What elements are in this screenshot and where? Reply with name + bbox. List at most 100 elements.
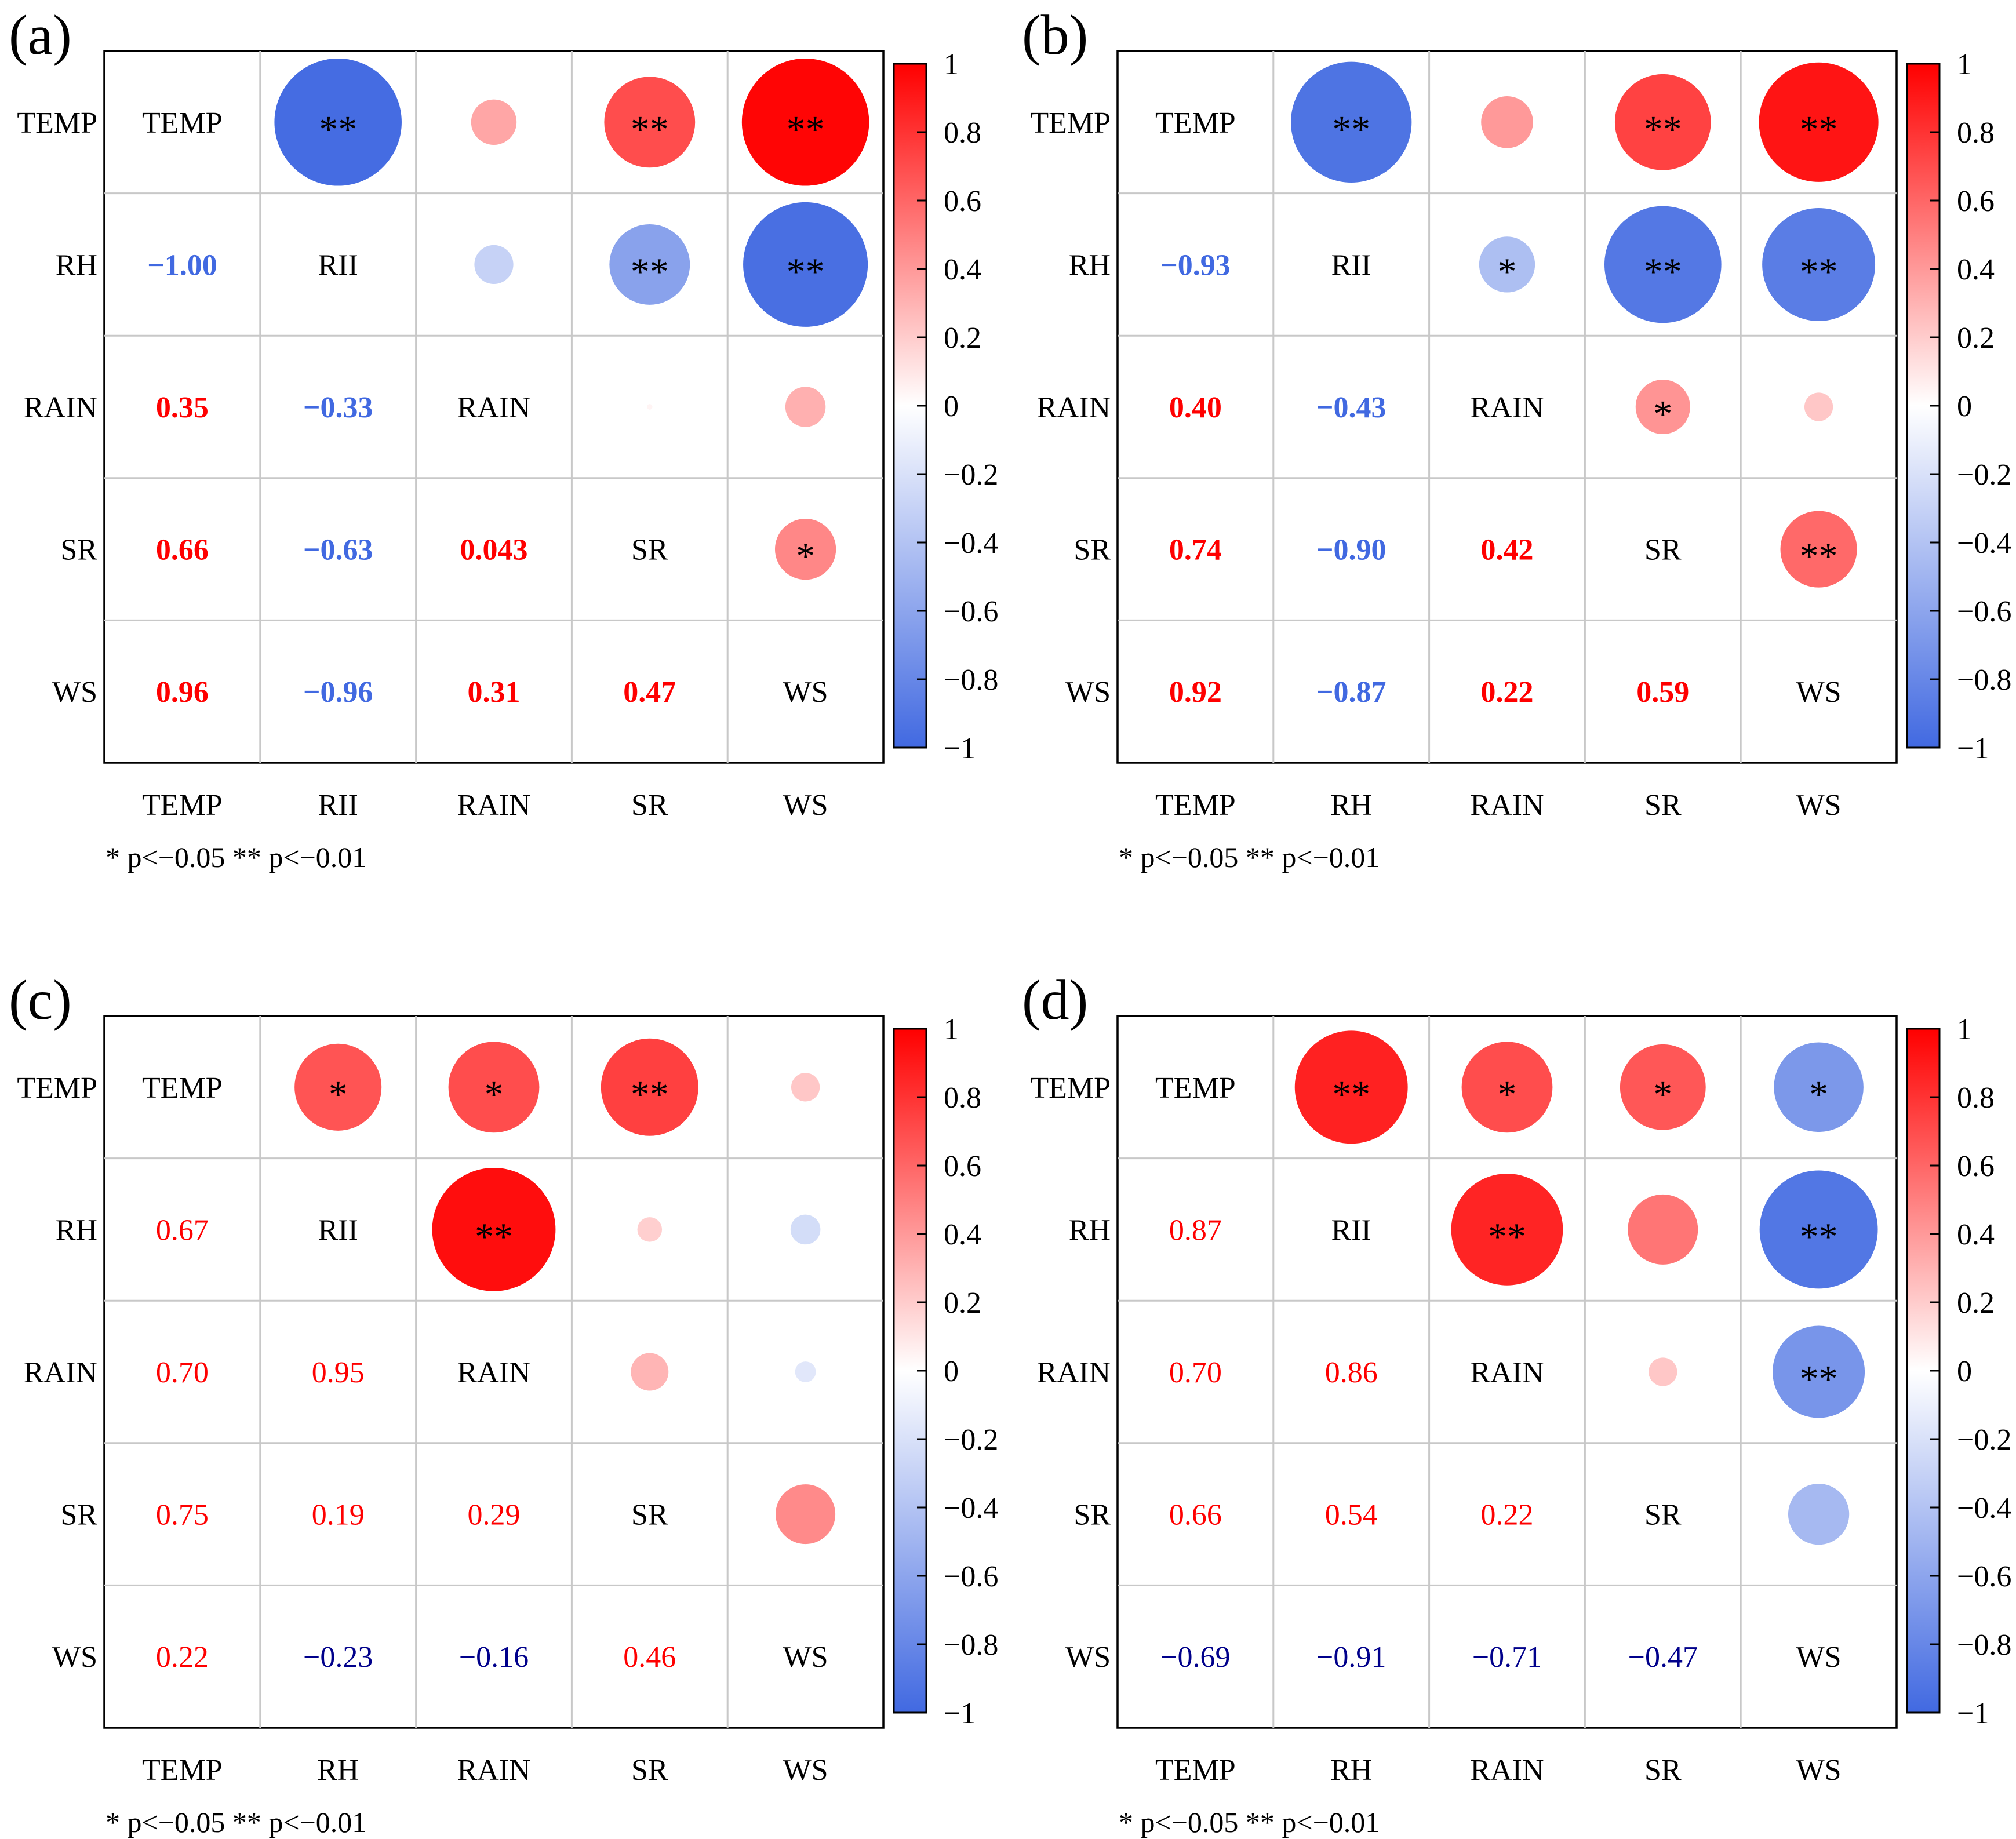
diagonal-label: RAIN — [457, 391, 530, 424]
correlation-circle — [791, 1073, 820, 1102]
colorbar-tick-label: 0 — [1957, 390, 1972, 423]
col-label: WS — [1796, 1754, 1842, 1787]
correlation-circle — [1614, 74, 1711, 170]
correlation-circle — [776, 1484, 836, 1545]
significance-marker: * — [329, 1073, 348, 1116]
correlation-value: −0.87 — [1316, 676, 1387, 709]
correlation-value: 0.87 — [1169, 1214, 1222, 1247]
correlation-value: −0.69 — [1160, 1641, 1230, 1674]
diagonal-label: SR — [1644, 534, 1682, 567]
colorbar-tick-label: −0.8 — [1957, 664, 2011, 697]
row-label-ws: WS — [52, 676, 97, 709]
colorbar-tick-label: −0.2 — [1957, 458, 2011, 491]
correlation-value: 0.22 — [1481, 676, 1534, 709]
col-label: RII — [318, 789, 358, 822]
correlation-circle — [1620, 1044, 1706, 1130]
col-label: RAIN — [1470, 1754, 1544, 1787]
diagonal-label: RAIN — [1470, 391, 1544, 424]
correlation-value: −0.90 — [1316, 534, 1387, 567]
colorbar-tick-label: −0.2 — [1957, 1423, 2011, 1456]
panel-b: (b) TEMP RH RAIN SR WS TEMP RH RAIN SR WS * p<−0.05… — [1022, 4, 2011, 873]
correlation-circle — [1604, 206, 1722, 323]
correlation-circle — [631, 1353, 669, 1391]
correlation-circle — [1804, 392, 1833, 421]
significance-marker: ** — [631, 250, 669, 293]
correlation-circle — [741, 59, 869, 186]
col-label: SR — [1644, 1754, 1682, 1787]
diagonal-label: WS — [1796, 676, 1842, 709]
colorbar-tick-label: 0.6 — [944, 185, 981, 218]
correlation-circle — [471, 99, 517, 145]
row-label-rain: RAIN — [1037, 391, 1111, 424]
colorbar-tick-label: −0.6 — [944, 595, 998, 628]
colorbar-tick-label: −0.4 — [1957, 1492, 2011, 1525]
correlation-circle — [1291, 61, 1412, 183]
panel-label: (b) — [1022, 4, 1088, 67]
row-label-temp: TEMP — [1030, 107, 1111, 140]
panel-label: (c) — [9, 969, 72, 1032]
colorbar-tick-label: 0.8 — [944, 116, 981, 150]
significance-marker: ** — [1488, 1215, 1526, 1258]
col-label: RAIN — [1470, 789, 1544, 822]
colorbar-tick-label: 0.4 — [1957, 1218, 1995, 1251]
diagonal-label: TEMP — [1155, 1072, 1236, 1105]
diagonal-label: RII — [318, 249, 358, 282]
colorbar-tick-label: 0 — [1957, 1355, 1972, 1388]
correlation-circle — [1481, 96, 1533, 148]
col-label: WS — [783, 1754, 828, 1787]
row-label-rh: RH — [56, 1214, 97, 1247]
correlation-value: −1.00 — [147, 249, 217, 282]
colorbar-tick-label: −0.6 — [1957, 1560, 2011, 1593]
row-label-rh: RH — [1069, 249, 1111, 282]
row-label-sr: SR — [1073, 1499, 1111, 1532]
correlation-value: 0.19 — [312, 1499, 365, 1532]
grid-frame — [103, 1015, 885, 1729]
colorbar-tick-label: 1 — [944, 1013, 959, 1046]
diagonal-label: RII — [318, 1214, 358, 1247]
colorbar-tick-label: 0.6 — [944, 1150, 981, 1183]
col-label: TEMP — [1155, 1754, 1236, 1787]
significance-marker: ** — [631, 1073, 669, 1116]
significance-marker: ** — [1644, 108, 1682, 151]
panel-label: (d) — [1022, 969, 1088, 1032]
panel-label: (a) — [9, 4, 72, 67]
col-label: TEMP — [142, 789, 223, 822]
significance-marker: ** — [787, 108, 825, 151]
diagonal-label: TEMP — [142, 1072, 223, 1105]
significance-marker: * — [1809, 1073, 1828, 1116]
correlation-circle — [474, 245, 514, 284]
grid-frame — [1116, 50, 1898, 764]
correlation-circle — [1759, 62, 1879, 182]
significance-note: * p<−0.05 ** p<−0.01 — [1119, 841, 1380, 873]
correlation-value: 0.47 — [623, 676, 676, 709]
diagonal-label: SR — [631, 1499, 668, 1532]
colorbar-tick-label: 0.6 — [1957, 1150, 1995, 1183]
correlation-value: 0.75 — [156, 1499, 209, 1532]
correlation-value: 0.35 — [156, 391, 209, 424]
colorbar-tick-label: −0.8 — [944, 664, 998, 697]
colorbar-tick-label: −0.6 — [1957, 595, 2011, 628]
correlation-value: 0.29 — [468, 1499, 521, 1532]
colorbar-tick-label: −0.8 — [1957, 1629, 2011, 1662]
col-label: RH — [1330, 789, 1372, 822]
correlation-circle — [1479, 236, 1535, 293]
row-label-rain: RAIN — [1037, 1356, 1111, 1389]
significance-marker: ** — [631, 108, 669, 151]
colorbar-tick-label: 1 — [944, 48, 959, 81]
correlation-value: −0.47 — [1628, 1641, 1698, 1674]
diagonal-label: RAIN — [1470, 1356, 1544, 1389]
correlation-circle — [609, 224, 690, 305]
row-label-temp: TEMP — [17, 107, 97, 140]
correlation-circle — [1773, 1325, 1865, 1418]
correlation-value: 0.92 — [1169, 676, 1222, 709]
significance-marker: * — [1653, 1073, 1672, 1116]
correlation-value: 0.46 — [623, 1641, 676, 1674]
correlation-circle — [448, 1042, 540, 1133]
row-label-ws: WS — [52, 1641, 97, 1674]
correlation-circle — [785, 387, 826, 427]
significance-marker: ** — [475, 1215, 513, 1258]
significance-marker: ** — [1800, 250, 1838, 293]
correlation-value: 0.66 — [156, 534, 209, 567]
correlation-value: 0.043 — [460, 534, 528, 567]
significance-marker: ** — [1800, 1215, 1838, 1258]
